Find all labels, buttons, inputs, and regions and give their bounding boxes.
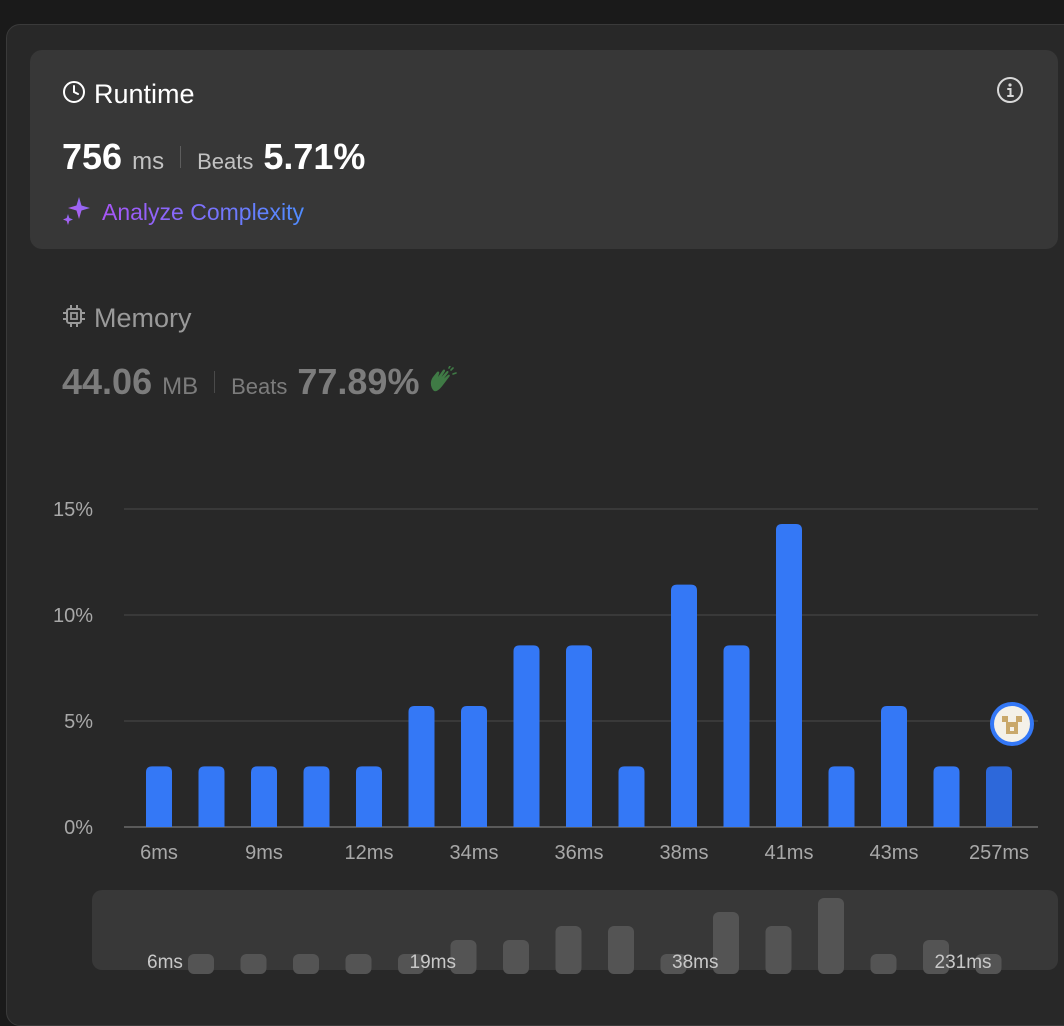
runtime-value: 756: [62, 136, 123, 177]
overview-bar: [660, 953, 687, 974]
user-avatar[interactable]: [990, 702, 1034, 746]
runtime-card[interactable]: [30, 50, 1058, 249]
info-icon[interactable]: [996, 76, 1024, 104]
overview-bar: [765, 926, 792, 974]
divider: [214, 371, 216, 393]
overview-label: 19ms: [410, 952, 456, 973]
overview-bar: [240, 953, 267, 974]
bar[interactable]: [671, 584, 697, 827]
runtime-beats-pct: 5.71%: [263, 136, 366, 177]
divider: [180, 146, 182, 168]
analyze-complexity-label: Analyze Complexity: [102, 199, 304, 225]
bar[interactable]: [303, 766, 330, 827]
bar[interactable]: [461, 705, 487, 827]
overview-range-chart[interactable]: 6ms 19ms 38ms 231ms: [0, 880, 1064, 980]
current-bar[interactable]: [986, 766, 1012, 827]
x-tick-label: 43ms: [870, 842, 919, 864]
clap-icon: [427, 364, 459, 399]
memory-beats-label: Beats: [231, 374, 288, 399]
chip-icon: [62, 304, 86, 333]
bar[interactable]: [566, 645, 592, 827]
y-tick-label: 5%: [64, 711, 93, 733]
bar[interactable]: [776, 524, 802, 827]
memory-label: Memory: [94, 303, 192, 333]
x-tick-label: 9ms: [245, 842, 283, 864]
x-tick-label: 6ms: [140, 842, 178, 864]
overview-bar: [398, 953, 424, 974]
x-tick-label: 12ms: [345, 842, 394, 864]
overview-bar: [923, 940, 949, 974]
analyze-complexity-button[interactable]: Analyze Complexity: [62, 195, 304, 230]
bar[interactable]: [356, 766, 382, 827]
bar[interactable]: [618, 766, 645, 827]
y-tick-label: 0%: [64, 817, 93, 839]
bar[interactable]: [933, 766, 960, 827]
overview-bar: [503, 940, 529, 974]
overview-bar: [188, 953, 214, 974]
memory-metric: 44.06 MB Beats 77.89%: [62, 361, 459, 403]
runtime-label: Runtime: [94, 79, 195, 109]
x-tick-label: 257ms: [969, 842, 1029, 864]
runtime-distribution-chart[interactable]: 0% 5% 10% 15% 6ms 9ms 12ms 34ms 36ms 38ms 41ms 43ms…: [0, 480, 1064, 870]
overview-bar: [555, 926, 582, 974]
overview-bar: [818, 897, 844, 974]
overview-label: 231ms: [935, 952, 992, 973]
runtime-beats-label: Beats: [197, 149, 254, 174]
bar[interactable]: [408, 705, 435, 827]
bar[interactable]: [723, 645, 750, 827]
bar[interactable]: [146, 766, 172, 827]
memory-unit: MB: [162, 373, 199, 400]
y-tick-label: 15%: [53, 499, 93, 521]
sparkle-icon: [62, 195, 92, 230]
bar[interactable]: [881, 705, 907, 827]
y-tick-label: 10%: [53, 605, 93, 627]
runtime-metric: 756 ms Beats 5.71%: [62, 136, 365, 178]
memory-beats-pct: 77.89%: [297, 361, 420, 402]
overview-label: 38ms: [672, 952, 718, 973]
runtime-unit: ms: [132, 148, 165, 175]
overview-bar: [608, 926, 634, 974]
bar[interactable]: [198, 766, 225, 827]
overview-bar: [713, 911, 739, 974]
bar[interactable]: [251, 766, 277, 827]
x-tick-label: 36ms: [555, 842, 604, 864]
memory-title[interactable]: Memory: [62, 303, 192, 333]
overview-bar: [450, 940, 477, 974]
bar[interactable]: [513, 645, 540, 827]
memory-value: 44.06: [62, 361, 153, 402]
x-tick-label: 38ms: [660, 842, 709, 864]
overview-bar: [975, 953, 1002, 974]
overview-bar: [293, 953, 319, 974]
x-tick-label: 41ms: [765, 842, 814, 864]
x-tick-label: 34ms: [450, 842, 499, 864]
clock-icon: [62, 80, 86, 109]
runtime-title: Runtime: [62, 79, 195, 109]
overview-bar: [345, 953, 372, 974]
bar[interactable]: [828, 766, 855, 827]
overview-bar: [870, 953, 897, 974]
overview-label: 6ms: [147, 952, 183, 973]
